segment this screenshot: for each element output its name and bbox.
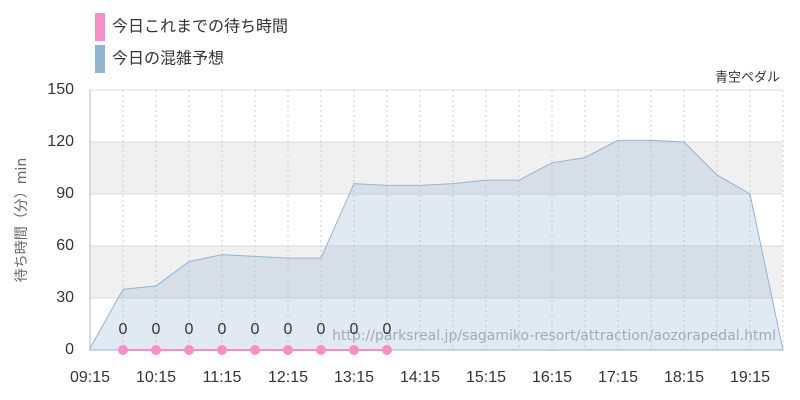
y-tick-label: 120 <box>47 133 74 150</box>
grid-band <box>90 142 783 194</box>
x-tick-label: 15:15 <box>466 369 506 386</box>
x-tick-label: 19:15 <box>730 369 770 386</box>
x-tick-label: 13:15 <box>334 369 374 386</box>
y-axis-label: 待ち時間（分）min <box>14 158 30 282</box>
chart-subtitle: 青空ペダル <box>715 71 780 86</box>
y-tick-label: 30 <box>56 289 74 306</box>
wait-point <box>151 345 161 355</box>
data-label: 0 <box>284 321 293 338</box>
data-label: 0 <box>350 321 359 338</box>
y-tick-label: 0 <box>65 341 74 358</box>
grid-band <box>90 246 783 298</box>
forecast-area <box>89 139 784 351</box>
wait-point <box>283 345 293 355</box>
wait-point <box>250 345 260 355</box>
data-label: 0 <box>251 321 260 338</box>
x-tick-label: 09:15 <box>70 369 110 386</box>
x-tick-label: 16:15 <box>532 369 572 386</box>
watermark: http://parksreal.jp/sagamiko-resort/attr… <box>332 328 776 344</box>
legend-swatch <box>95 45 105 73</box>
legend-label: 今日の混雑予想 <box>112 49 224 68</box>
y-tick-label: 60 <box>56 237 74 254</box>
wait-point <box>316 345 326 355</box>
x-tick-label: 14:15 <box>400 369 440 386</box>
y-tick-label: 90 <box>56 185 74 202</box>
x-tick-label: 17:15 <box>598 369 638 386</box>
legend-label: 今日これまでの待ち時間 <box>112 17 288 36</box>
wait-point <box>217 345 227 355</box>
data-label: 0 <box>152 321 161 338</box>
x-tick-label: 10:15 <box>136 369 176 386</box>
x-tick-label: 12:15 <box>268 369 308 386</box>
wait-point <box>382 345 392 355</box>
wait-point <box>184 345 194 355</box>
legend-swatch <box>95 13 105 41</box>
x-tick-label: 11:15 <box>203 369 242 386</box>
data-label: 0 <box>185 321 194 338</box>
wait-point <box>118 345 128 355</box>
data-label: 0 <box>218 321 227 338</box>
wait-point <box>349 345 359 355</box>
x-tick-label: 18:15 <box>664 369 704 386</box>
data-label: 0 <box>119 321 128 338</box>
data-label: 0 <box>317 321 326 338</box>
y-tick-label: 150 <box>47 81 74 98</box>
data-label: 0 <box>383 321 392 338</box>
